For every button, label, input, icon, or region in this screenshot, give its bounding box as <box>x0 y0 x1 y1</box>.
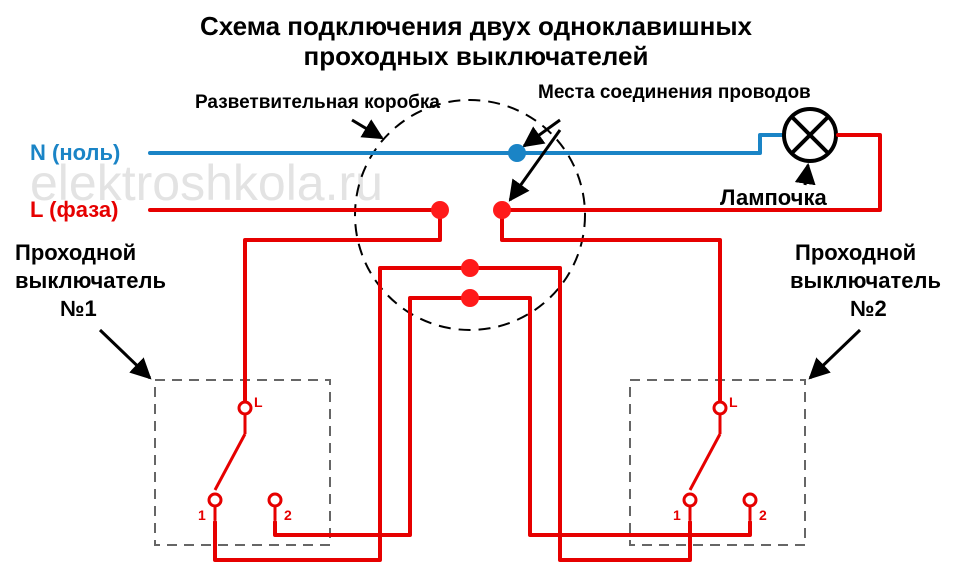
switch-1-internal: L 1 2 <box>198 394 292 523</box>
node-traveler-2 <box>461 289 479 307</box>
neutral-label: N (ноль) <box>30 140 120 165</box>
wire-jbox-to-sw2-L <box>502 210 720 400</box>
svg-text:L: L <box>254 394 263 410</box>
switch1-label-1: Проходной <box>15 240 136 265</box>
svg-text:1: 1 <box>673 507 681 523</box>
traveler-wire-1-left <box>215 268 470 560</box>
svg-text:L: L <box>729 394 738 410</box>
switch2-label-3: №2 <box>850 296 887 321</box>
live-label: L (фаза) <box>30 197 118 222</box>
switch1-arrow <box>100 330 150 378</box>
switch2-arrow <box>810 330 860 378</box>
title-line-1: Схема подключения двух одноклавишных <box>200 11 753 41</box>
node-traveler-1 <box>461 259 479 277</box>
traveler-wire-2-right <box>470 298 750 535</box>
node-live-right <box>493 201 511 219</box>
svg-text:2: 2 <box>759 507 767 523</box>
neutral-wire <box>150 135 782 153</box>
wiring-diagram: elektroshkola.ru Схема подключения двух … <box>0 0 953 570</box>
node-live-left <box>431 201 449 219</box>
node-neutral <box>508 144 526 162</box>
junction-points-label: Места соединения проводов <box>538 82 811 103</box>
title-line-2: проходных выключателей <box>304 41 649 71</box>
lamp-symbol <box>784 109 836 161</box>
junction-points-arrow-2 <box>510 130 560 200</box>
traveler-wire-2-left <box>275 298 470 535</box>
switch2-label-2: выключатель <box>790 268 941 293</box>
traveler-wire-1-right <box>470 268 690 560</box>
junction-box-label-1: Разветвительная коробка <box>195 92 440 113</box>
switch2-label-1: Проходной <box>795 240 916 265</box>
switch-2-internal: L 1 2 <box>673 394 767 523</box>
lamp-label: Лампочка <box>720 185 827 210</box>
switch1-label-2: выключатель <box>15 268 166 293</box>
svg-text:1: 1 <box>198 507 206 523</box>
lamp-arrow <box>805 165 808 185</box>
junction-points-arrow-1 <box>524 120 560 146</box>
switch1-label-3: №1 <box>60 296 97 321</box>
svg-text:2: 2 <box>284 507 292 523</box>
junction-box-arrow <box>352 120 382 138</box>
